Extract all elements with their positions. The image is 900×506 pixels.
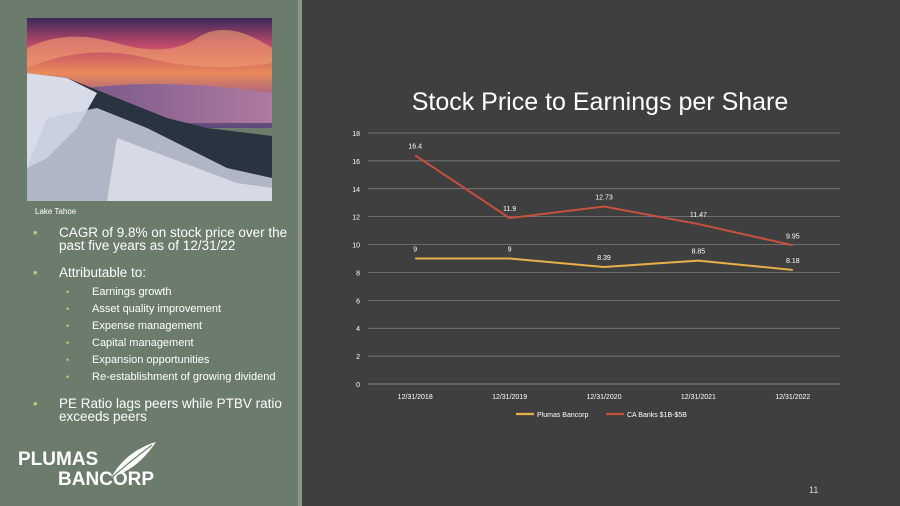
y-tick-label: 16: [352, 159, 360, 166]
sub-bullet-text: Expense management: [92, 320, 203, 332]
bullet-marker: •: [66, 304, 70, 314]
sub-bullet-text: Asset quality improvement: [92, 303, 221, 315]
bullet-item: • CAGR of 9.8% on stock price over the p…: [33, 225, 293, 253]
series-line-plumas-bancorp: [415, 257, 793, 271]
x-tick-label: 12/31/2020: [586, 394, 621, 401]
bullet-marker: •: [66, 355, 70, 365]
y-tick-label: 4: [356, 326, 360, 333]
series-line-ca-banks: [414, 154, 794, 247]
bullet-list: • CAGR of 9.8% on stock price over the p…: [33, 226, 293, 437]
bullet-marker: •: [66, 287, 70, 297]
logo-line1: PLUMAS: [18, 449, 99, 470]
x-tick-label: 12/31/2022: [775, 394, 810, 401]
line-chart: 0 2 4 6 8 10 12 14 16 18 12/31/2018 12/31/2019 12/31…: [352, 131, 840, 419]
sub-bullet-item: • Asset quality improvement: [66, 304, 293, 315]
y-tick-label: 14: [352, 187, 360, 194]
feather-icon: [109, 442, 156, 480]
sub-bullet-list: • Earnings growth • Asset quality improvem…: [66, 287, 293, 383]
bullet-marker: •: [66, 338, 70, 348]
data-label: 16.4: [408, 143, 422, 150]
sub-bullet-item: • Expense management: [66, 321, 293, 332]
left-panel: Lake Tahoe • CAGR of 9.8% on stock price…: [0, 0, 298, 506]
x-tick-label: 12/31/2019: [492, 394, 527, 401]
sub-bullet-item: • Capital management: [66, 338, 293, 349]
photo-caption: Lake Tahoe: [35, 207, 77, 216]
data-label: 11.47: [690, 212, 707, 219]
legend-label: Plumas Bancorp: [537, 412, 588, 419]
bullet-text: CAGR of 9.8% on stock price over the pas…: [59, 225, 288, 253]
y-tick-label: 2: [356, 354, 360, 361]
page-number: 11: [809, 485, 819, 495]
data-label: 9: [413, 247, 417, 254]
sub-bullet-item: • Earnings growth: [66, 287, 293, 298]
bullet-text: Attributable to:: [59, 265, 147, 280]
data-label: 12.73: [595, 194, 613, 201]
lake-tahoe-photo: [27, 18, 272, 201]
x-tick-label: 12/31/2018: [398, 394, 433, 401]
y-tick-label: 0: [356, 382, 360, 389]
bullet-item: • Attributable to:: [33, 265, 293, 280]
data-label: 11.9: [503, 206, 516, 213]
chart-title: Stock Price to Earnings per Share: [411, 88, 789, 116]
y-tick-label: 12: [352, 215, 360, 222]
sub-bullet-text: Earnings growth: [92, 286, 172, 298]
bullet-marker: •: [33, 265, 38, 280]
y-tick-label: 6: [356, 298, 360, 305]
y-tick-label: 8: [356, 270, 360, 277]
sub-bullet-text: Re-establishment of growing dividend: [92, 371, 276, 383]
y-tick-label: 10: [352, 243, 360, 250]
data-label: 9: [508, 247, 512, 254]
sub-bullet-text: Expansion opportunities: [92, 354, 210, 366]
bullet-item: • PE Ratio lags peers while PTBV ratio e…: [33, 396, 293, 424]
x-tick-label: 12/31/2021: [681, 394, 716, 401]
logo-line2: BANCORP: [58, 469, 155, 490]
y-tick-label: 18: [352, 131, 360, 138]
data-label: 9.95: [786, 233, 800, 240]
data-label: 8.85: [692, 249, 706, 256]
panel-divider: [298, 0, 302, 506]
bullet-marker: •: [33, 225, 38, 240]
bullet-marker: •: [66, 321, 70, 331]
plumas-bancorp-logo: PLUMAS BANCORP: [18, 441, 168, 491]
sub-bullet-item: • Re-establishment of growing dividend: [66, 372, 293, 383]
sub-bullet-item: • Expansion opportunities: [66, 355, 293, 366]
data-label: 8.18: [786, 258, 800, 265]
bullet-marker: •: [66, 372, 70, 382]
bullet-marker: •: [33, 396, 38, 411]
sub-bullet-text: Capital management: [92, 337, 194, 349]
bullet-text: PE Ratio lags peers while PTBV ratio exc…: [59, 396, 282, 424]
legend-label: CA Banks $1B-$5B: [627, 412, 687, 419]
data-label: 8.39: [597, 255, 611, 262]
